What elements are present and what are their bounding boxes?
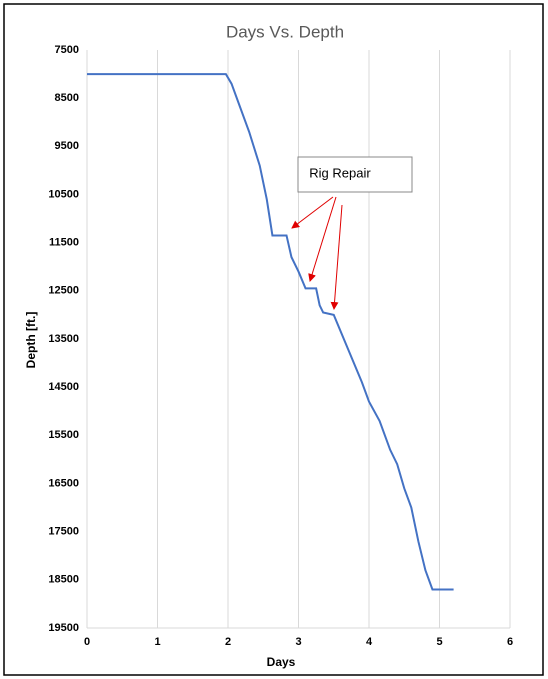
x-tick-label: 5	[436, 636, 442, 648]
y-tick-label: 10500	[48, 188, 79, 200]
y-tick-label: 13500	[48, 333, 79, 345]
x-tick-label: 2	[225, 636, 231, 648]
y-tick-label: 8500	[55, 92, 79, 104]
frame	[3, 3, 544, 676]
annotation-box	[297, 156, 413, 193]
y-tick-label: 9500	[55, 140, 79, 152]
x-tick-label: 0	[84, 636, 90, 648]
data-line	[87, 73, 454, 591]
y-tick-label: 12500	[48, 285, 79, 297]
x-tick-label: 4	[366, 636, 373, 648]
y-tick-label: 14500	[48, 381, 79, 393]
y-tick-label: 18500	[48, 574, 79, 586]
y-tick-label: 11500	[49, 237, 79, 249]
arrow	[330, 204, 343, 310]
y-axis-label: Depth [ft.]	[24, 312, 38, 369]
y-tick-label: 16500	[48, 477, 79, 489]
x-tick-label: 3	[295, 636, 301, 648]
arrow	[308, 196, 337, 282]
y-tick-label: 17500	[48, 526, 79, 538]
chart-title: Days Vs. Depth	[226, 22, 344, 41]
annotation: Rig Repair	[309, 165, 371, 180]
x-tick-label: 6	[507, 636, 513, 648]
plot-area: 0 1 2 3 4 5 6 7500 8500 9500 10500 11500 12500 13500 1…	[48, 44, 513, 648]
x-axis-label: Days	[267, 655, 296, 669]
y-tick-label: 15500	[48, 429, 79, 441]
arrow	[291, 196, 334, 229]
x-tick-label: 1	[154, 636, 160, 648]
y-tick-label: 19500	[48, 622, 79, 634]
y-tick-label: 7500	[55, 44, 79, 56]
